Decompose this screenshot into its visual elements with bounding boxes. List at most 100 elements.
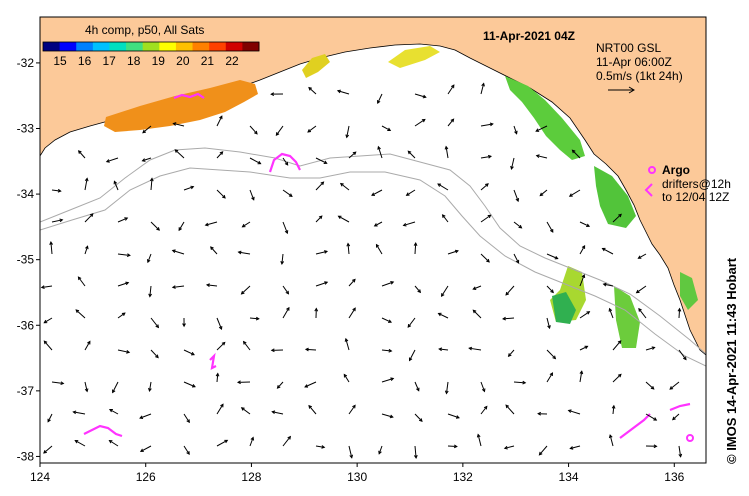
current-arrow-head: [450, 118, 455, 123]
current-arrow-head: [215, 372, 220, 377]
current-arrow-head: [550, 289, 554, 294]
current-arrow: [106, 157, 119, 163]
current-arrow: [505, 404, 515, 415]
current-arrow-head: [218, 326, 223, 331]
current-arrow: [308, 405, 317, 415]
current-arrow-head: [549, 228, 554, 233]
current-arrow-head: [308, 86, 313, 91]
map-frame: [39, 16, 707, 464]
colorbar-tick: 15: [53, 54, 67, 68]
x-tick-label: 128: [241, 470, 261, 484]
current-arrow-head: [418, 418, 423, 422]
x-tick-label: 134: [559, 470, 579, 484]
current-arrow: [510, 157, 515, 170]
current-arrow: [315, 157, 327, 164]
current-arrow: [183, 413, 190, 423]
current-arrow: [348, 279, 356, 287]
current-arrow-head: [220, 403, 224, 408]
current-arrow: [304, 381, 317, 388]
current-arrow-head: [535, 128, 540, 132]
current-arrow-head: [650, 385, 655, 390]
current-arrow-head: [581, 274, 586, 279]
current-arrow-head: [77, 276, 82, 281]
current-arrow: [113, 181, 119, 191]
current-arrow: [376, 244, 383, 255]
current-arrow-head: [308, 404, 312, 409]
current-arrow-head: [472, 286, 477, 290]
current-arrow-head: [552, 355, 557, 360]
current-arrow: [78, 276, 86, 287]
current-arrow: [480, 155, 492, 159]
current-arrow: [473, 285, 482, 290]
current-arrow-head: [307, 129, 312, 133]
current-arrow-head: [586, 311, 591, 315]
current-arrow: [282, 189, 293, 197]
current-arrow: [315, 250, 328, 255]
current-arrow: [378, 445, 383, 454]
current-arrow: [206, 284, 218, 287]
colorbar-segment: [209, 42, 227, 51]
current-arrow-head: [105, 159, 110, 163]
argo-legend-label: Argo: [662, 163, 690, 177]
current-arrow-head: [489, 122, 494, 127]
current-arrow: [437, 183, 449, 191]
current-arrow: [579, 221, 590, 227]
current-arrow-head: [186, 451, 190, 455]
sst-patch-bonney: [614, 286, 640, 348]
current-arrow: [43, 445, 53, 454]
colorbar-tick: 20: [176, 54, 190, 68]
current-arrow-head: [142, 129, 146, 134]
current-arrow-head: [441, 293, 445, 298]
drifter-track: [209, 352, 217, 370]
current-arrow: [216, 439, 228, 447]
current-arrow-head: [156, 227, 161, 231]
current-arrow: [579, 245, 586, 255]
current-arrow: [47, 413, 53, 422]
current-arrow-head: [584, 345, 589, 350]
current-arrow: [505, 285, 515, 296]
current-arrow-head: [375, 243, 380, 248]
current-arrow: [43, 340, 53, 351]
current-arrow: [480, 123, 493, 127]
current-arrow: [638, 253, 647, 259]
current-arrow-head: [250, 436, 255, 441]
current-arrow-head: [515, 198, 520, 203]
current-arrow-head: [554, 255, 559, 260]
current-arrow: [142, 125, 152, 134]
current-arrow-head: [146, 259, 151, 264]
current-arrow-head: [237, 250, 242, 255]
current-arrow: [602, 248, 614, 255]
current-arrow: [73, 411, 86, 415]
current-arrow-head: [344, 337, 349, 342]
current-arrow-head: [287, 435, 292, 440]
current-arrow-head: [141, 158, 146, 162]
current-arrow-head: [324, 281, 329, 285]
current-arrow: [406, 189, 416, 196]
current-arrow-head: [89, 213, 94, 217]
drifter-marker: [686, 434, 694, 442]
current-arrow: [579, 345, 588, 351]
current-arrow-head: [608, 307, 613, 312]
current-arrow: [183, 381, 196, 388]
current-arrow: [403, 221, 416, 226]
current-arrow: [183, 186, 194, 191]
current-arrow-head: [190, 351, 195, 356]
current-arrow: [210, 246, 218, 255]
current-arrow-head: [112, 389, 116, 394]
current-arrow-head: [182, 323, 186, 328]
current-arrow-head: [155, 324, 160, 329]
current-arrow: [414, 381, 420, 391]
current-arrow: [609, 434, 614, 447]
current-arrow: [672, 413, 680, 421]
current-arrow: [112, 381, 119, 393]
current-arrow-head: [270, 92, 275, 97]
current-arrow: [513, 381, 526, 384]
current-arrow-head: [371, 192, 375, 196]
current-arrow-head: [437, 312, 442, 317]
current-arrow: [503, 317, 515, 320]
colorbar-tick: 17: [102, 54, 116, 68]
current-arrow-head: [618, 213, 622, 218]
current-arrow: [150, 221, 160, 231]
current-arrow-head: [240, 407, 245, 411]
current-arrow-head: [438, 347, 443, 352]
